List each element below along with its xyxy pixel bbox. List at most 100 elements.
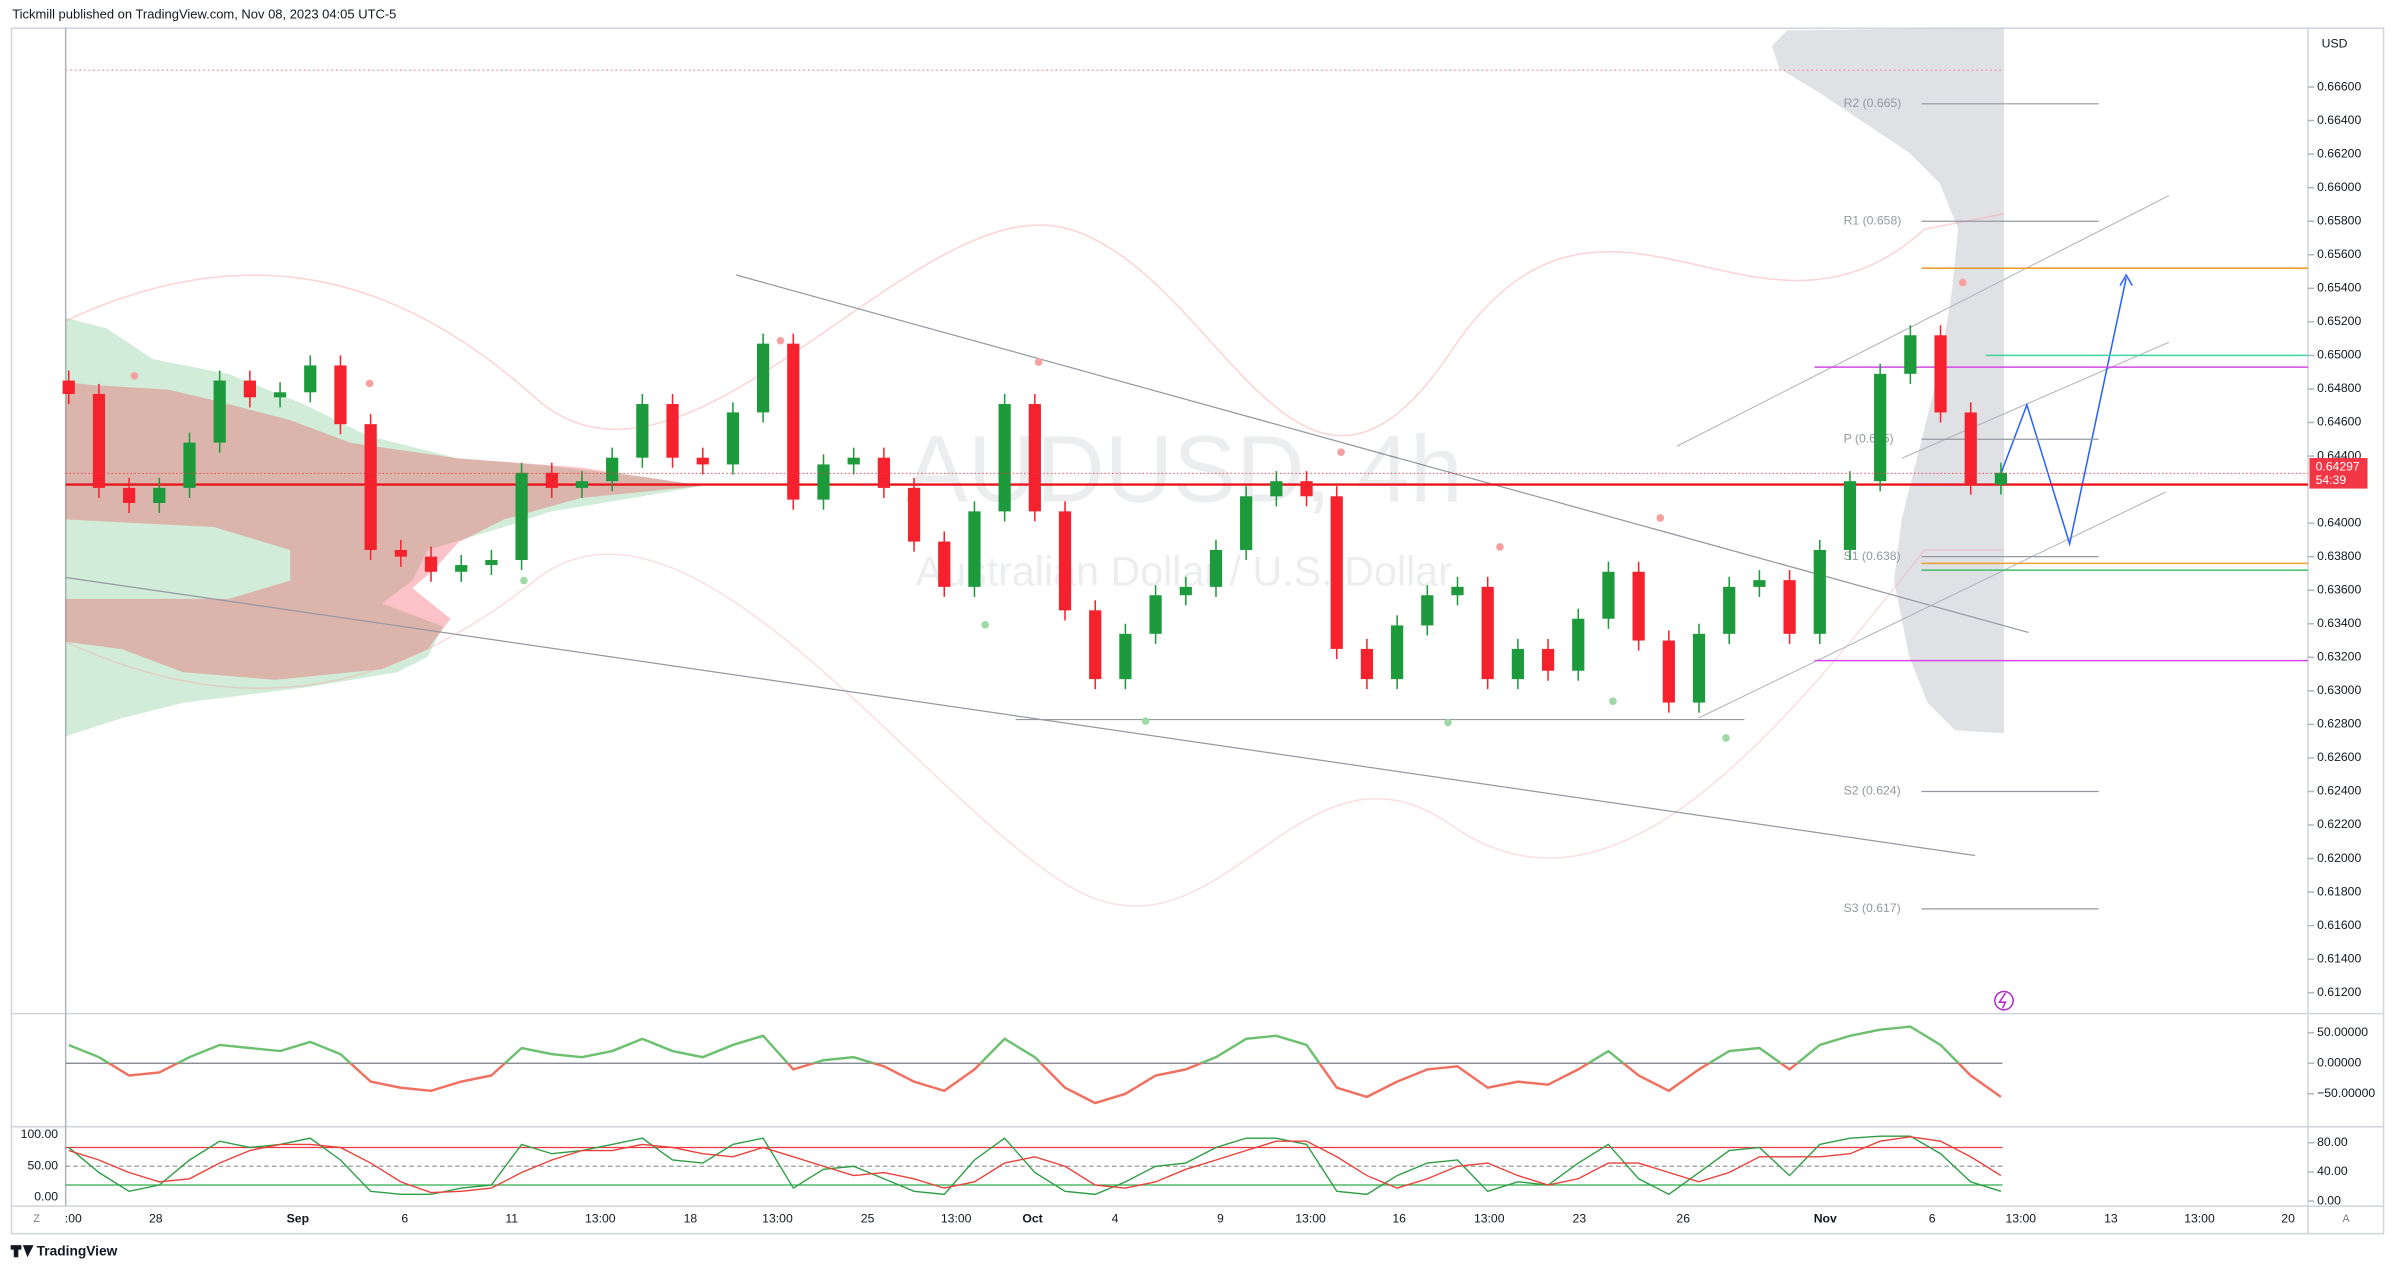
watermark-symbol: AUDUSD, 4h bbox=[905, 417, 1463, 523]
y-tick-label-left: 50.00 bbox=[27, 1158, 58, 1172]
y-tick-label: 0.63800 bbox=[2317, 549, 2361, 563]
x-tick-label: 4 bbox=[1112, 1211, 1119, 1225]
y-tick-label: 0.62000 bbox=[2317, 851, 2361, 865]
pivot-label: S2 (0.624) bbox=[1844, 784, 1901, 798]
signal-dot bbox=[1034, 358, 1043, 366]
candle-body bbox=[606, 457, 619, 482]
current-price-box bbox=[2309, 458, 2368, 489]
volume-profile-sell bbox=[65, 381, 703, 680]
y-tick-label: 0.63000 bbox=[2317, 683, 2361, 697]
candle-body bbox=[787, 343, 800, 500]
y-tick-label: 0.63400 bbox=[2317, 616, 2361, 630]
x-tick-label: 18 bbox=[684, 1211, 698, 1225]
candle-body bbox=[1541, 648, 1555, 671]
candle-body bbox=[424, 556, 438, 572]
auto-scale-button[interactable]: Z bbox=[33, 1213, 40, 1225]
signal-dot bbox=[776, 336, 785, 345]
y-tick-label: 0.63600 bbox=[2317, 582, 2361, 596]
candle-body bbox=[1904, 335, 1917, 374]
oscillator-line-positive bbox=[68, 1025, 1961, 1064]
y2-tick-label: 80.00 bbox=[2317, 1135, 2348, 1149]
y2-tick-label: 40.00 bbox=[2317, 1164, 2348, 1178]
y-tick-label: 0.64800 bbox=[2317, 381, 2361, 395]
candle-body bbox=[1330, 496, 1343, 649]
auto-button[interactable]: A bbox=[2343, 1213, 2351, 1225]
candle-body bbox=[455, 565, 468, 572]
candle-body bbox=[485, 560, 498, 566]
candle-body bbox=[1723, 586, 1736, 634]
pivot-label: R1 (0.658) bbox=[1844, 213, 1902, 227]
candle-body bbox=[92, 393, 106, 488]
y-tick-label: 0.66600 bbox=[2317, 79, 2361, 93]
signal-dot bbox=[981, 621, 990, 629]
candle-body bbox=[243, 380, 256, 398]
candle-body bbox=[1964, 412, 1977, 485]
candle-body bbox=[334, 365, 347, 425]
y-tick-label: 0.66200 bbox=[2317, 146, 2361, 160]
candle-body bbox=[847, 457, 860, 465]
candle-body bbox=[183, 442, 196, 488]
candle-body bbox=[1783, 580, 1796, 634]
x-tick-label: 20 bbox=[2281, 1211, 2295, 1225]
candle-body bbox=[1994, 472, 2008, 485]
candle-body bbox=[1089, 610, 1102, 680]
candle-body bbox=[364, 424, 377, 550]
x-tick-label: 6 bbox=[1929, 1211, 1936, 1225]
candle-body bbox=[1240, 496, 1253, 550]
y-tick-label: 0.66400 bbox=[2317, 113, 2361, 127]
alert-icon[interactable] bbox=[1994, 990, 2014, 1011]
x-tick-label: :00 bbox=[65, 1211, 82, 1225]
candle-body bbox=[62, 380, 75, 394]
candle-body bbox=[1209, 549, 1223, 587]
y-tick-label: 0.61600 bbox=[2317, 918, 2361, 932]
signal-dot bbox=[1958, 278, 1967, 287]
candle-body bbox=[1300, 481, 1313, 497]
countdown-label: 54:39 bbox=[2316, 473, 2347, 487]
candle-body bbox=[304, 365, 317, 393]
y-tick-label: 50.00000 bbox=[2317, 1025, 2368, 1039]
candle-body bbox=[877, 457, 890, 488]
y-tick-label: 0.65600 bbox=[2317, 247, 2361, 261]
candle-body bbox=[1179, 586, 1192, 596]
oscillator-line-negative bbox=[106, 1063, 2002, 1105]
candle-body bbox=[1662, 640, 1675, 703]
signal-dot bbox=[1496, 543, 1504, 551]
alert-bolt bbox=[1997, 992, 2007, 1009]
y-tick-label: 0.65000 bbox=[2317, 348, 2361, 362]
current-price-label: 0.64297 bbox=[2316, 459, 2360, 473]
candle-body bbox=[1511, 648, 1524, 680]
top-bar bbox=[0, 0, 2395, 28]
x-tick-label: 26 bbox=[1676, 1211, 1690, 1225]
x-tick-label: 25 bbox=[861, 1211, 875, 1225]
candle-body bbox=[545, 472, 558, 488]
x-tick-label: Oct bbox=[1022, 1211, 1042, 1225]
trendline bbox=[65, 576, 1976, 857]
x-tick-label: 23 bbox=[1573, 1211, 1587, 1225]
watermark-description: Australian Dollar / U.S. Dollar bbox=[916, 548, 1452, 594]
candle-body bbox=[968, 511, 981, 587]
trendline bbox=[736, 274, 2029, 634]
candle-body bbox=[1874, 373, 1887, 482]
footer-bar bbox=[0, 1237, 2395, 1268]
candle-body bbox=[817, 464, 830, 500]
candle-body bbox=[1451, 586, 1464, 596]
signal-dot bbox=[1337, 448, 1345, 457]
envelope-lower bbox=[65, 549, 2004, 907]
y-tick-label: 0.00000 bbox=[2317, 1056, 2361, 1070]
candle-body bbox=[515, 472, 528, 561]
candle-body bbox=[757, 343, 770, 413]
x-tick-label: 6 bbox=[401, 1211, 408, 1225]
signal-dot bbox=[1444, 718, 1452, 727]
brand-name: TradingView bbox=[37, 1244, 118, 1259]
x-tick-label: 13 bbox=[2104, 1211, 2118, 1225]
chart-frame bbox=[10, 27, 2385, 1235]
y-tick-label: 0.65200 bbox=[2317, 314, 2361, 328]
x-tick-label: 13:00 bbox=[762, 1211, 793, 1225]
candle-body bbox=[213, 380, 226, 443]
x-tick-label: 13:00 bbox=[2005, 1211, 2036, 1225]
y-tick-label: 0.62200 bbox=[2317, 817, 2361, 831]
y-tick-label: 0.66000 bbox=[2317, 180, 2361, 194]
candle-body bbox=[1572, 618, 1585, 671]
candle-body bbox=[636, 404, 649, 458]
x-tick-label: 16 bbox=[1392, 1211, 1406, 1225]
